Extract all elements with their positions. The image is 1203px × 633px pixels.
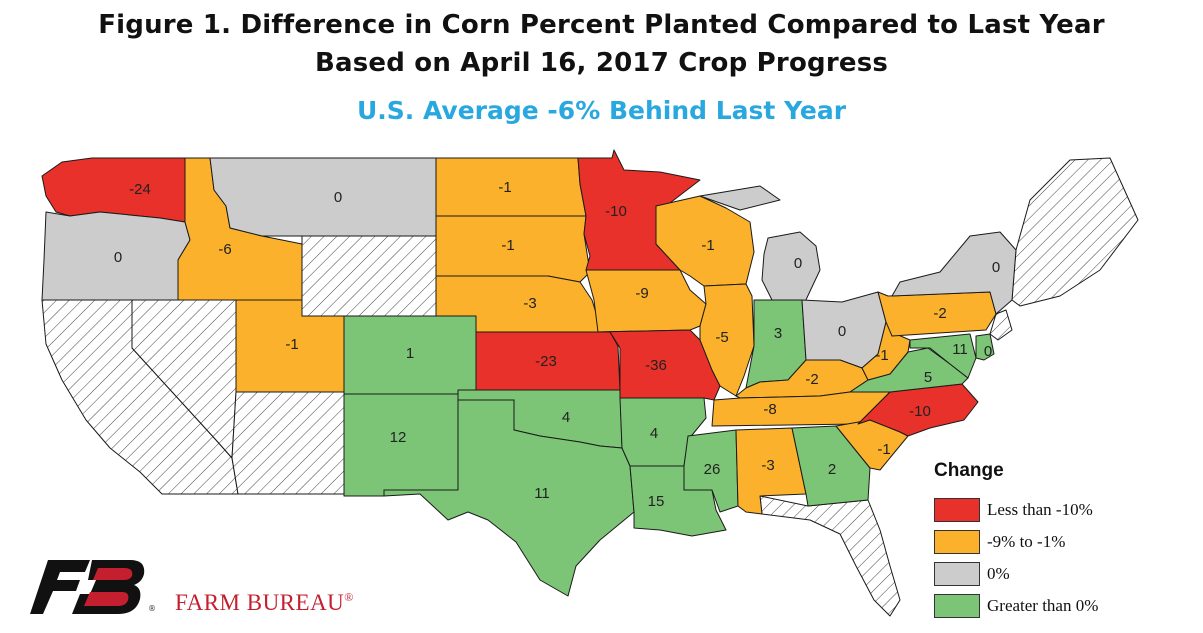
state-value-label-ut: -1 bbox=[285, 336, 298, 353]
state-new-england-region bbox=[1011, 157, 1139, 307]
state-wa bbox=[41, 157, 186, 223]
state-value-label-ks: -23 bbox=[535, 353, 557, 370]
state-ks bbox=[475, 331, 621, 391]
state-value-label-ky: -2 bbox=[805, 371, 818, 388]
state-value-label-in: 3 bbox=[774, 325, 782, 342]
labels-layer: -240 -60-1112-1-1-3-23411-10-9-36415-1-50… bbox=[114, 179, 1000, 510]
wordmark-registered: ® bbox=[344, 590, 354, 604]
state-value-label-sd: -1 bbox=[501, 237, 514, 254]
state-value-label-oh: 0 bbox=[838, 323, 846, 340]
state-value-label-nm: 12 bbox=[390, 429, 407, 446]
legend-swatch-red bbox=[934, 498, 980, 522]
state-value-label-ia: -9 bbox=[635, 285, 648, 302]
state-value-label-la: 15 bbox=[648, 493, 665, 510]
wordmark-text: FARM BUREAU bbox=[175, 590, 345, 615]
legend-title: Change bbox=[934, 460, 1004, 481]
state-value-label-ar: 4 bbox=[650, 425, 658, 442]
state-value-label-id: -6 bbox=[218, 241, 231, 258]
legend-swatch-gray bbox=[934, 562, 980, 586]
state-value-label-ok: 4 bbox=[562, 409, 570, 426]
legend-swatch-orange bbox=[934, 530, 980, 554]
state-value-label-mo: -36 bbox=[645, 357, 667, 374]
farm-bureau-logo: ® FARM BUREAU® bbox=[30, 558, 410, 620]
us-average-subtitle: U.S. Average -6% Behind Last Year bbox=[356, 96, 847, 125]
state-il bbox=[699, 283, 755, 397]
legend: Change Less than -10% -9% to -1% 0% Grea… bbox=[934, 460, 1184, 630]
state-value-label-tn: -8 bbox=[763, 401, 776, 418]
state-de bbox=[975, 333, 995, 361]
state-value-label-ga: 2 bbox=[828, 461, 836, 478]
state-value-label-va: 5 bbox=[924, 369, 932, 386]
legend-label: 0% bbox=[987, 564, 1010, 583]
state-value-label-sc: -1 bbox=[877, 441, 890, 458]
state-value-label-nc: -10 bbox=[909, 403, 931, 420]
state-fl bbox=[759, 495, 901, 617]
legend-label: -9% to -1% bbox=[987, 532, 1066, 551]
legend-swatch-green bbox=[934, 594, 980, 618]
state-wy bbox=[301, 235, 437, 317]
legend-label: Less than -10% bbox=[987, 500, 1093, 519]
fb-logo-icon bbox=[30, 560, 145, 614]
state-value-label-tx: 11 bbox=[534, 485, 550, 502]
state-value-label-pa: -2 bbox=[933, 305, 946, 322]
state-value-label-co: 1 bbox=[406, 345, 414, 362]
states-layer bbox=[41, 149, 1139, 617]
state-value-label-ny: 0 bbox=[992, 259, 1000, 276]
farm-bureau-wordmark: FARM BUREAU® bbox=[175, 590, 354, 616]
registered-mark: ® bbox=[148, 604, 156, 613]
state-value-label-wi: -1 bbox=[701, 237, 714, 254]
state-az bbox=[231, 391, 345, 495]
state-value-label-md: 11 bbox=[952, 341, 968, 358]
state-mt bbox=[209, 157, 437, 237]
state-value-label-mt: 0 bbox=[334, 189, 342, 206]
state-tx bbox=[383, 399, 635, 597]
state-nc bbox=[857, 383, 979, 437]
state-value-label-al: -3 bbox=[761, 457, 774, 474]
state-value-label-wa: -24 bbox=[129, 181, 151, 198]
state-value-label-il: -5 bbox=[715, 329, 728, 346]
state-value-label-ne: -3 bbox=[523, 295, 536, 312]
state-ny bbox=[891, 231, 1017, 315]
state-value-label-wv: -1 bbox=[875, 347, 888, 364]
state-value-label-or: 0 bbox=[114, 249, 122, 266]
legend-label: Greater than 0% bbox=[987, 596, 1099, 615]
state-value-label-mi: 0 bbox=[794, 255, 802, 272]
state-value-label-ms: 26 bbox=[704, 461, 721, 478]
figure-title-line-1: Figure 1. Difference in Corn Percent Pla… bbox=[98, 10, 1105, 40]
figure-title-line-2: Based on April 16, 2017 Crop Progress bbox=[314, 48, 889, 78]
state-value-label-nd: -1 bbox=[498, 179, 511, 196]
state-value-label-mn: -10 bbox=[605, 203, 627, 220]
state-md bbox=[909, 333, 977, 379]
state-nj bbox=[989, 309, 1013, 341]
state-value-label-de: 0 bbox=[984, 343, 992, 360]
